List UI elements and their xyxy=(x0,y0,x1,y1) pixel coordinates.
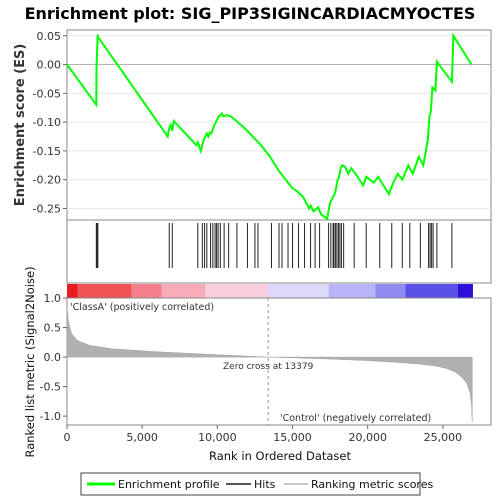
x-tick-label: 15,000 xyxy=(273,431,312,444)
es-panel: 0.05 0.00 -0.05 -0.10 -0.15 -0.20 -0.25 Enrich… xyxy=(13,30,491,220)
colorbar-segment xyxy=(405,284,458,298)
es-y-ticks: 0.05 0.00 -0.05 -0.10 -0.15 -0.20 -0.25 xyxy=(33,30,67,216)
x-axis-ticks: 0 5,000 10,000 15,000 20,000 25,000 xyxy=(64,425,463,444)
colorbar-segment xyxy=(268,284,328,298)
positive-class-label: 'ClassA' (positively correlated) xyxy=(70,302,214,313)
chart-title: Enrichment plot: SIG_PIP3SIGINCARDIACMYO… xyxy=(25,4,476,23)
es-y-tick-label: -0.10 xyxy=(33,116,61,129)
metric-y-tick-label: -1.0 xyxy=(40,410,61,423)
colorbar-segment xyxy=(329,284,376,298)
es-y-tick-label: 0.05 xyxy=(37,30,62,43)
es-y-tick-label: -0.05 xyxy=(33,87,61,100)
metric-y-tick-label: 0.5 xyxy=(44,322,62,335)
negative-class-label: 'Control' (negatively correlated) xyxy=(280,413,431,424)
x-tick-label: 5,000 xyxy=(126,431,158,444)
metric-y-axis-label: Ranked list metric (Signal2Noise) xyxy=(23,266,37,457)
x-tick-label: 25,000 xyxy=(424,431,463,444)
zero-cross-label: Zero cross at 13379 xyxy=(223,362,314,372)
metric-y-tick-label: 1.0 xyxy=(44,292,62,305)
legend-enrichment-profile-label: Enrichment profile xyxy=(118,478,220,491)
legend-hits-label: Hits xyxy=(254,478,276,491)
colorbar-segment xyxy=(67,284,78,298)
x-axis-label: Rank in Ordered Dataset xyxy=(209,449,352,463)
colorbar-segment xyxy=(132,284,162,298)
colorbar-segment xyxy=(205,284,268,298)
es-y-tick-label: 0.00 xyxy=(37,59,62,72)
legend-ranking-metric-label: Ranking metric scores xyxy=(311,478,433,491)
x-tick-label: 10,000 xyxy=(198,431,237,444)
rank-colorbar xyxy=(67,284,473,298)
metric-y-tick-label: -0.5 xyxy=(40,381,61,394)
metric-y-tick-label: 0.0 xyxy=(44,351,62,364)
es-panel-frame xyxy=(67,30,491,220)
hits-panel xyxy=(67,220,491,298)
metric-y-ticks: 1.0 0.5 0.0 -0.5 -1.0 xyxy=(40,292,67,423)
x-tick-label: 0 xyxy=(64,431,71,444)
legend: Enrichment profile Hits Ranking metric s… xyxy=(81,473,433,495)
colorbar-segment xyxy=(458,284,473,298)
x-tick-label: 20,000 xyxy=(348,431,387,444)
colorbar-segment xyxy=(162,284,206,298)
es-y-tick-label: -0.15 xyxy=(33,145,61,158)
colorbar-segment xyxy=(78,284,132,298)
es-y-axis-label: Enrichment score (ES) xyxy=(13,44,28,207)
es-y-tick-label: -0.25 xyxy=(33,202,61,215)
es-y-tick-label: -0.20 xyxy=(33,174,61,187)
colorbar-segment xyxy=(375,284,405,298)
